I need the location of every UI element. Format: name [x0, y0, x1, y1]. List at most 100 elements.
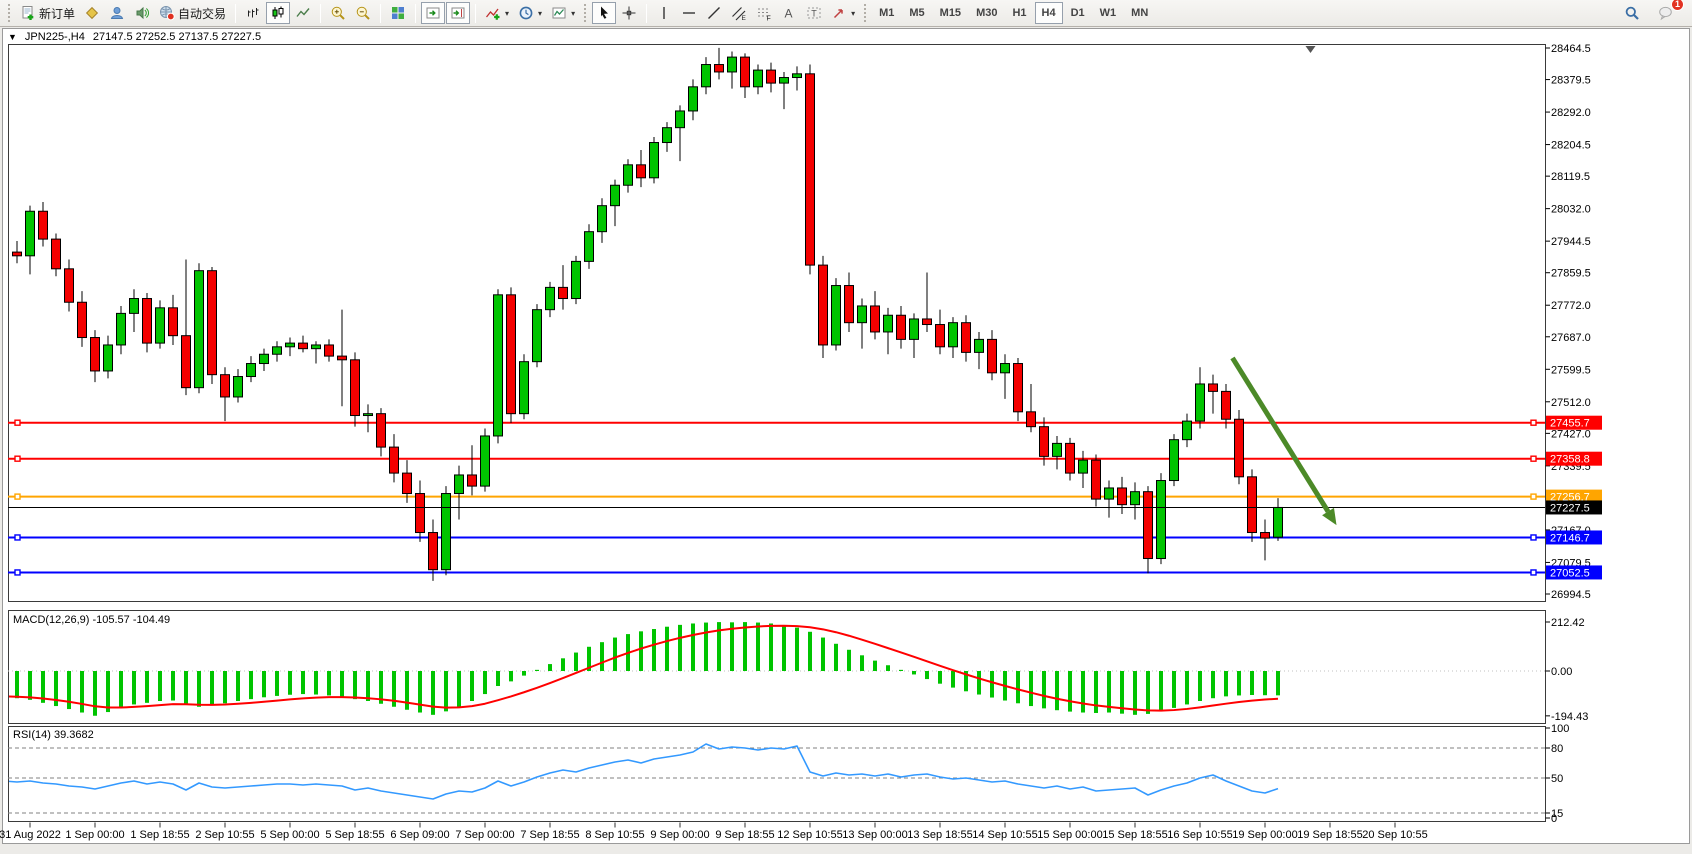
candle-body [402, 472, 412, 495]
tf-button-h4[interactable]: H4 [1034, 2, 1063, 24]
candle-body [688, 86, 698, 112]
candle-body [740, 56, 750, 88]
candle-body [1208, 383, 1218, 392]
price-tick-label: 28032.0 [1551, 204, 1591, 216]
candle-body [1117, 487, 1127, 506]
price-tick-label: 27772.0 [1551, 300, 1591, 312]
new-order-button[interactable]: 新订单 [16, 2, 79, 24]
line-chart-icon [296, 8, 310, 17]
line-handle[interactable] [1530, 493, 1537, 500]
cursor-button[interactable] [592, 2, 617, 24]
candle-body [636, 164, 646, 179]
search-button[interactable] [1620, 2, 1644, 24]
line-handle[interactable] [14, 493, 21, 500]
signals-button[interactable] [130, 2, 154, 24]
indicators-button[interactable]: ▾ [481, 2, 513, 24]
crosshair-button[interactable] [617, 2, 641, 24]
equidistant-channel-icon: E [732, 7, 747, 21]
tf-button-w1[interactable]: W1 [1093, 2, 1124, 24]
line-handle[interactable] [1530, 455, 1537, 462]
trendline-button[interactable] [702, 2, 726, 24]
text-button[interactable]: A [777, 2, 801, 24]
tf-button-m5[interactable]: M5 [902, 2, 931, 24]
candle-body [480, 435, 490, 487]
tile-windows-button[interactable] [386, 2, 410, 24]
main-chart-pane[interactable] [8, 44, 1546, 602]
toolbar: 新订单 自动交易 [0, 0, 1692, 27]
bar-chart-icon [248, 8, 259, 18]
candle-body [818, 264, 828, 346]
tf-button-mn[interactable]: MN [1124, 2, 1155, 24]
price-line-label: 27052.5 [1550, 567, 1590, 579]
candle-body [571, 260, 581, 300]
candle-body [220, 374, 230, 398]
zoom-in-button[interactable] [326, 2, 350, 24]
line-handle[interactable] [1530, 419, 1537, 426]
tf-button-h1[interactable]: H1 [1005, 2, 1033, 24]
time-tick-label: 31 Aug 2022 [0, 829, 61, 841]
candles-layer [12, 47, 1283, 581]
candle-body [38, 210, 48, 240]
notifications-button[interactable]: 1 [1654, 0, 1684, 24]
community-button[interactable] [105, 2, 129, 24]
tf-button-m30[interactable]: M30 [969, 2, 1004, 24]
price-line-label: 27146.7 [1550, 532, 1590, 544]
price-line-label-box [1546, 565, 1602, 580]
candle-body [389, 446, 399, 474]
zoom-out-button[interactable] [351, 2, 375, 24]
templates-button[interactable]: ▾ [547, 2, 579, 24]
toolbar-grip[interactable] [584, 4, 587, 22]
candle-body [155, 307, 165, 344]
macd-tick-label: 212.42 [1551, 617, 1585, 629]
candle-body [909, 318, 919, 340]
tf-button-d1[interactable]: D1 [1064, 2, 1092, 24]
trend-arrow[interactable] [1230, 356, 1331, 513]
vertical-line-button[interactable] [652, 2, 676, 24]
toolbar-grip[interactable] [8, 4, 11, 22]
price-line-label-box [1546, 489, 1602, 504]
candle-body [441, 493, 451, 571]
styles-button[interactable] [80, 2, 104, 24]
toolbar-grip[interactable] [864, 4, 867, 22]
line-handle[interactable] [14, 569, 21, 576]
macd-signal-line [9, 624, 1279, 712]
bar-chart-button[interactable] [241, 2, 265, 24]
horizontal-line-button[interactable] [677, 2, 701, 24]
chart-shift-marker[interactable] [1305, 46, 1316, 53]
person-icon [110, 7, 124, 19]
svg-text:F: F [767, 16, 771, 22]
arrows-button[interactable]: ▾ [827, 2, 859, 24]
periods-button[interactable]: ▾ [514, 2, 546, 24]
auto-trading-button[interactable]: 自动交易 [155, 2, 230, 24]
rsi-pane[interactable] [8, 726, 1546, 822]
equidistant-channel-button[interactable]: E [727, 2, 751, 24]
time-tick-label: 6 Sep 09:00 [390, 829, 449, 841]
text-label-button[interactable]: T [802, 2, 826, 24]
time-tick-label: 13 Sep 18:55 [907, 829, 972, 841]
rsi-tick-label: 0 [1551, 813, 1557, 825]
line-handle[interactable] [14, 455, 21, 462]
line-handle[interactable] [1530, 534, 1537, 541]
fibonacci-button[interactable]: F [752, 2, 776, 24]
line-handle[interactable] [1530, 569, 1537, 576]
speaker-icon [136, 6, 150, 20]
macd-pane[interactable] [8, 610, 1546, 724]
candle-body [1234, 418, 1244, 478]
candle-body [129, 298, 139, 314]
candle-body [714, 64, 724, 73]
line-handle[interactable] [14, 419, 21, 426]
crosshair-icon [622, 6, 636, 20]
line-handle[interactable] [14, 534, 21, 541]
line-chart-button[interactable] [291, 2, 315, 24]
trend-arrow-head[interactable] [1322, 507, 1337, 526]
horizontal-line-icon [683, 12, 696, 14]
tf-button-m1[interactable]: M1 [872, 2, 901, 24]
chart-shift-button[interactable] [446, 2, 471, 24]
candlestick-chart-button[interactable] [266, 2, 291, 24]
auto-scroll-button[interactable] [421, 2, 446, 24]
one-click-trading-toggle[interactable]: ▼ [8, 32, 17, 42]
candle-body [90, 337, 100, 372]
tf-button-m15[interactable]: M15 [933, 2, 968, 24]
clock-icon [519, 6, 533, 20]
